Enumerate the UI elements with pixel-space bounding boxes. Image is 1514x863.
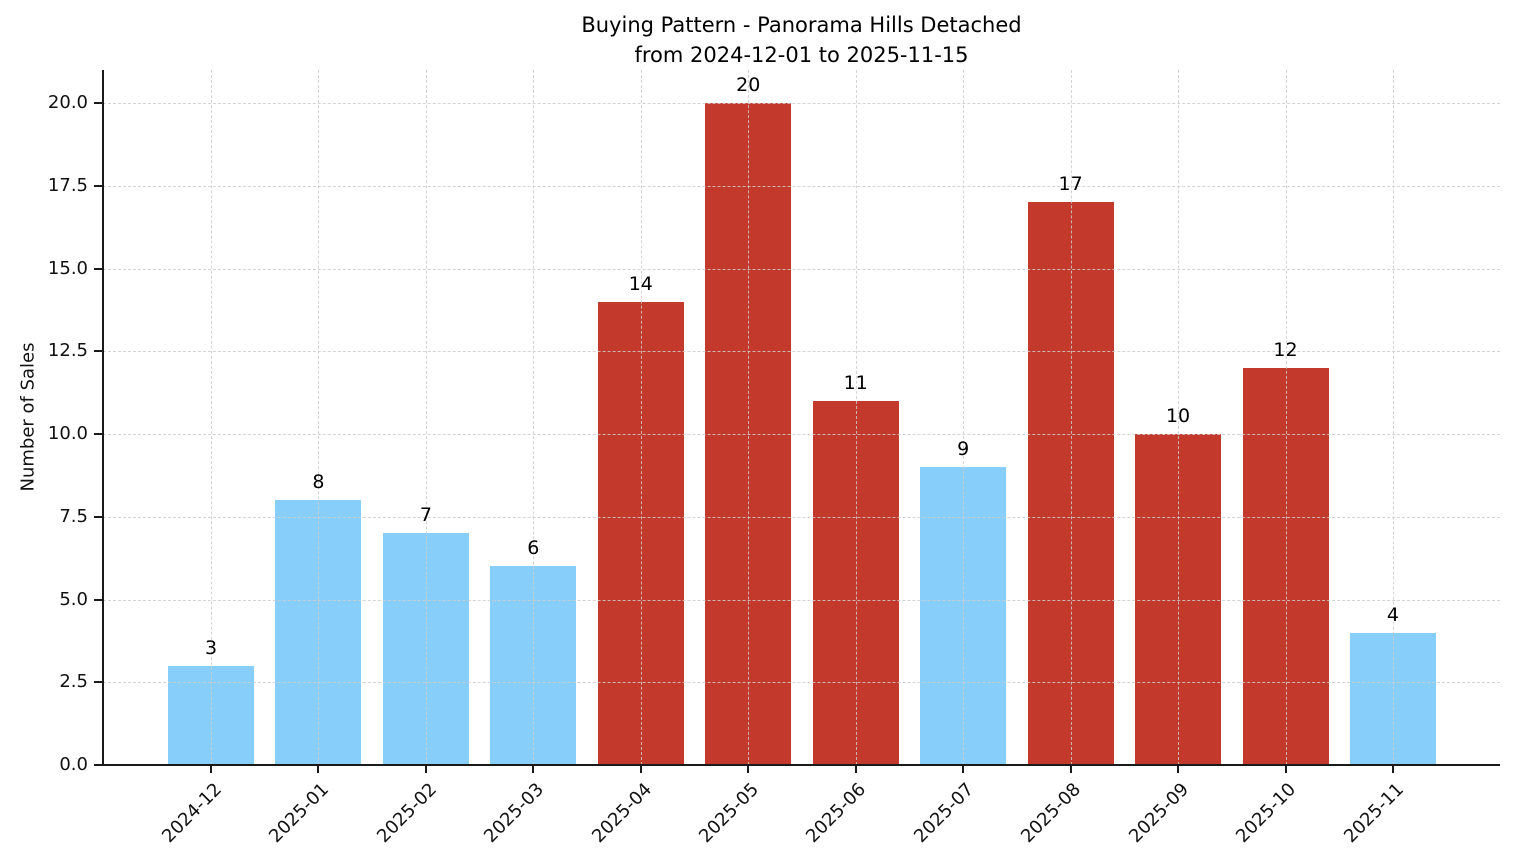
bar-value-label: 12 [1273,338,1298,361]
x-tick-label: 2025-04 [587,779,656,848]
y-tick-label: 7.5 [59,505,88,527]
y-tick-mark [94,681,102,684]
bar-value-label: 10 [1165,405,1191,427]
x-tick-mark [424,765,427,773]
y-tick-mark [94,350,102,353]
y-tick-label: 2.5 [59,671,88,693]
x-tick-label: 2025-02 [372,779,441,848]
gridline-vertical [1178,70,1180,765]
y-tick-label: 10.0 [47,423,88,444]
y-tick-mark [94,102,102,104]
bar-value-label: 4 [1386,603,1399,626]
x-tick-label: 2025-08 [1017,779,1086,848]
y-tick-mark [94,184,102,187]
gridline-vertical [533,70,535,765]
x-tick-label: 2025-03 [480,779,549,848]
bar-value-label: 3 [204,636,218,659]
x-tick-mark [532,765,535,773]
x-tick-mark [639,765,642,773]
x-tick-mark [962,765,965,773]
gridline-horizontal [103,599,1500,601]
bar-value-label: 14 [628,272,653,295]
y-tick-label: 20.0 [47,92,88,113]
x-axis-spine [102,764,1500,766]
bar-value-label: 9 [957,438,970,461]
x-tick-mark [317,765,320,773]
y-tick-label: 17.5 [47,174,88,196]
y-tick-label: 15.0 [47,257,88,279]
x-tick-mark [747,765,750,773]
x-tick-label: 2025-09 [1124,779,1193,848]
y-tick-mark [94,267,102,270]
x-tick-mark [1284,765,1287,773]
gridline-vertical [963,70,965,765]
gridline-vertical [1392,70,1394,765]
y-tick-label: 0.0 [59,754,88,775]
gridline-horizontal [103,682,1500,684]
y-tick-mark [94,598,102,601]
y-tick-label: 5.0 [59,588,88,610]
bar-value-label: 7 [419,504,432,527]
gridline-vertical [748,70,750,765]
x-tick-label: 2025-06 [802,779,871,848]
gridline-horizontal [103,268,1500,270]
x-tick-mark [210,765,212,773]
gridline-horizontal [103,185,1500,187]
x-tick-label: 2025-11 [1339,779,1408,848]
gridline-vertical [1070,70,1072,765]
chart-subtitle: from 2024-12-01 to 2025-11-15 [634,43,969,67]
gridline-vertical [855,70,857,765]
gridline-horizontal [103,516,1500,518]
y-tick-mark [94,515,102,518]
chart-title: Buying Pattern - Panorama Hills Detached [581,13,1022,37]
y-axis-spine [102,70,104,766]
x-tick-mark [854,765,857,773]
x-tick-label: 2024-12 [157,779,226,848]
chart-title-block: Buying Pattern - Panorama Hills Detached… [103,10,1500,70]
gridline-horizontal [103,103,1500,104]
y-tick-mark [94,433,102,435]
bar-value-label: 8 [312,471,325,494]
gridline-horizontal [103,351,1500,353]
y-axis-label: Number of Sales [17,342,39,492]
x-tick-label: 2025-10 [1232,779,1301,848]
gridline-horizontal [103,434,1500,435]
gridline-vertical [211,70,212,765]
y-tick-label: 12.5 [47,340,88,362]
bar-value-label: 11 [843,371,868,394]
gridline-vertical [425,70,427,765]
x-tick-mark [1391,765,1394,773]
x-tick-label: 2025-01 [265,779,334,848]
gridline-vertical [318,70,320,765]
x-tick-label: 2025-05 [695,779,764,848]
x-tick-label: 2025-07 [909,779,979,848]
bar-value-label: 17 [1058,173,1083,196]
x-tick-mark [1177,765,1180,773]
y-tick-mark [94,764,102,766]
x-tick-mark [1069,765,1072,773]
gridline-vertical [640,70,642,765]
bar-value-label: 6 [527,537,540,560]
bar-value-label: 20 [736,74,761,96]
gridline-vertical [1285,70,1287,765]
